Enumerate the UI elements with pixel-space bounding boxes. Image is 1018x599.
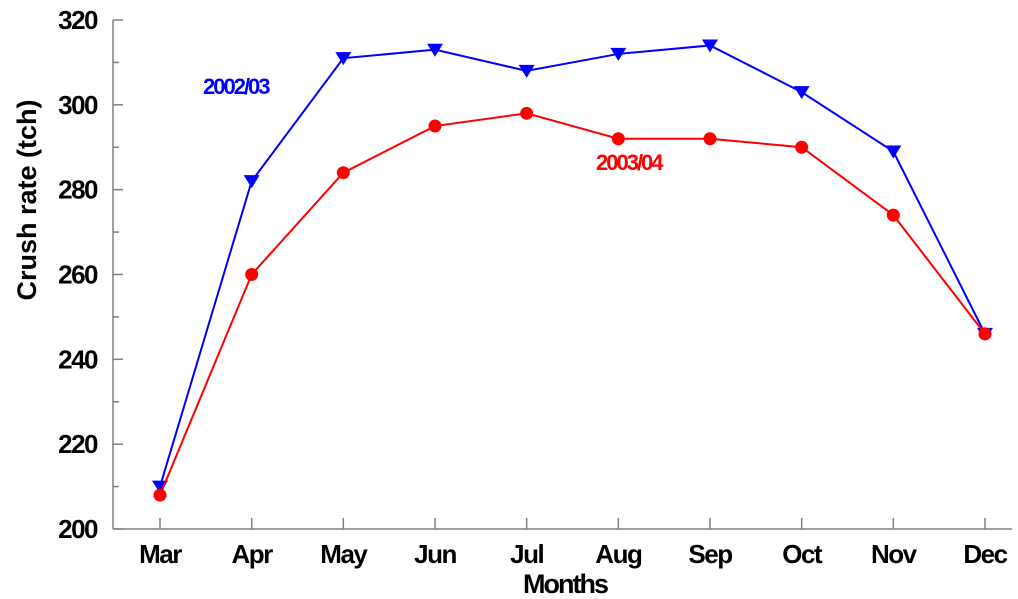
y-tick-label: 280	[58, 175, 98, 205]
data-point	[703, 132, 717, 146]
data-point	[702, 39, 718, 53]
x-tick-label: May	[320, 539, 368, 569]
x-tick-label: Dec	[963, 539, 1007, 569]
x-tick-label: Aug	[595, 539, 642, 569]
x-tick-label: Apr	[232, 539, 274, 569]
y-tick-label: 320	[58, 5, 98, 35]
data-point	[886, 208, 900, 222]
series-label: 2002/03	[203, 74, 270, 99]
data-point	[153, 488, 167, 502]
data-point	[978, 327, 992, 341]
data-point	[520, 106, 534, 120]
data-point	[245, 268, 259, 281]
y-tick-label: 200	[58, 514, 98, 544]
data-point	[518, 64, 535, 78]
y-axis-ticks: 200 220 240 260 280 300 320	[58, 5, 123, 544]
series-line	[159, 112, 986, 496]
data-point	[611, 132, 625, 146]
data-point	[427, 43, 443, 57]
x-tick-label: Sep	[688, 539, 732, 569]
data-point	[428, 119, 442, 133]
y-tick-label: 240	[58, 344, 98, 374]
data-point	[885, 145, 902, 159]
x-tick-label: Oct	[782, 539, 823, 569]
y-axis-title: Crush rate (tch)	[12, 99, 42, 300]
data-point	[243, 175, 260, 189]
x-tick-label: Nov	[871, 539, 918, 569]
data-point	[793, 86, 810, 100]
data-point	[795, 140, 809, 154]
series-line	[159, 44, 986, 487]
series-1: 2002/03	[152, 39, 993, 494]
x-tick-label: Mar	[139, 539, 182, 569]
x-axis-title: Months	[523, 569, 608, 599]
series-layer: 2002/03 2003/04	[152, 39, 993, 502]
data-point	[335, 52, 352, 66]
series-label: 2003/04	[596, 150, 664, 175]
x-axis-ticks: Mar Apr May Jun Jul Aug Sep Oct Nov Dec	[139, 518, 1009, 569]
data-point	[610, 47, 627, 61]
data-point	[336, 166, 350, 180]
y-tick-label: 260	[58, 260, 98, 290]
series-2: 2003/04	[153, 106, 992, 502]
x-tick-label: Jul	[510, 539, 543, 569]
y-tick-label: 300	[58, 90, 98, 120]
y-tick-label: 220	[58, 429, 98, 459]
x-tick-label: Jun	[414, 539, 456, 569]
